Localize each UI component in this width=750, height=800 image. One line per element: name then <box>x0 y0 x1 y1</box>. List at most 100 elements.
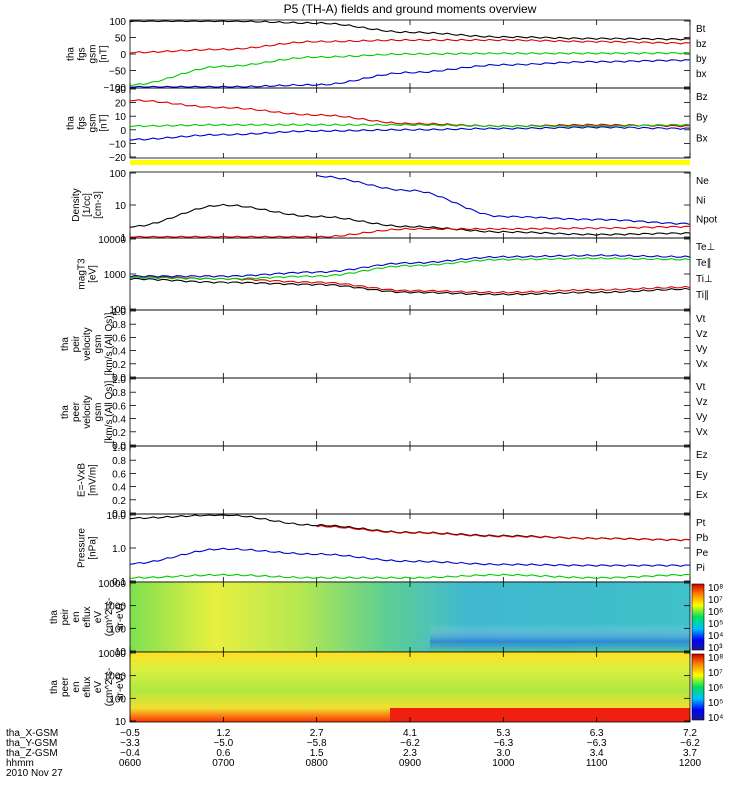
y-tick-label: 0 <box>120 126 126 137</box>
y-tick-label: 10 <box>115 717 127 728</box>
y-axis-label: tha <box>66 116 77 130</box>
y-tick-label: 10000 <box>98 649 126 660</box>
y-tick-label: 0.2 <box>112 360 126 371</box>
y-tick-label: 1.0 <box>112 375 126 386</box>
footer-value: −6.3 <box>493 738 513 749</box>
temperature-panel <box>129 237 691 311</box>
y-tick-label: 0.0 <box>112 509 126 520</box>
series-Ti∥ <box>129 257 691 281</box>
footer-value: −5.8 <box>307 738 327 749</box>
footer-value: 6.3 <box>590 728 604 739</box>
y-axis-label: magT3 <box>77 258 88 290</box>
y-tick-label: 10000 <box>98 235 126 246</box>
colorbar-tick-label: 10⁵ <box>708 698 723 709</box>
series-bz <box>129 38 691 54</box>
series-bx <box>130 59 691 88</box>
y-axis-label: sr-eV) <box>115 673 126 700</box>
y-tick-label: 1.0 <box>112 443 126 454</box>
footer-value: 3.7 <box>683 748 697 759</box>
y-axis-label: [mV/m] <box>88 464 99 496</box>
footer-label: tha_X-GSM <box>6 728 58 739</box>
colorbar-tick-label: 10³ <box>708 643 723 654</box>
series-Bt <box>129 20 691 41</box>
y-tick-label: 1.0 <box>112 544 126 555</box>
fgs-gsm-zoom-panel <box>129 87 691 159</box>
y-tick-label: 100 <box>109 169 126 180</box>
legend-Vy: Vy <box>696 344 707 355</box>
y-tick-label: 0.4 <box>112 483 126 494</box>
y-axis-label: [nPa] <box>88 536 99 560</box>
series-Pb <box>316 525 691 542</box>
spectrogram-shade <box>430 582 690 652</box>
y-axis-label: eflux <box>82 606 93 627</box>
y-tick-label: 1000 <box>104 270 127 281</box>
y-tick-label: 0 <box>120 50 126 61</box>
pressure-panel <box>129 513 691 583</box>
y-tick-label: 10 <box>115 201 127 212</box>
legend-Pi: Pi <box>696 563 705 574</box>
footer-label: tha_Y-GSM <box>6 738 57 749</box>
peer-efflux-colorbar <box>691 653 705 721</box>
y-tick-label: 10 <box>115 647 127 658</box>
y-tick-label: 0.1 <box>112 577 126 588</box>
footer-value: −6.2 <box>400 738 420 749</box>
legend-Ti∥: Ti∥ <box>696 290 709 301</box>
legend-Vz: Vz <box>696 397 708 408</box>
series-Ni <box>129 203 691 236</box>
y-axis-label: tha <box>66 47 77 61</box>
footer-label: hhmm <box>6 758 34 769</box>
y-axis-label: peir <box>60 608 71 625</box>
footer-value: 0.6 <box>216 748 230 759</box>
footer-value: −0.4 <box>120 748 140 759</box>
y-tick-label: 30 <box>115 85 127 96</box>
series-by <box>129 52 691 87</box>
footer-label: tha_Z-GSM <box>6 748 58 759</box>
series-Ne <box>130 225 691 238</box>
y-axis-label: tha <box>49 610 60 624</box>
y-tick-label: −10 <box>109 139 126 150</box>
y-axis-label: Density <box>71 188 82 221</box>
legend-Vt: Vt <box>696 382 706 393</box>
series-Te⊥ <box>129 275 691 294</box>
y-tick-label: 1000 <box>104 672 127 683</box>
y-axis-label: peir <box>71 335 82 352</box>
footer-value: 3.0 <box>496 748 510 759</box>
footer-value: 1200 <box>679 758 702 769</box>
y-axis-label: peer <box>60 676 71 697</box>
footer-value: 7.2 <box>683 728 697 739</box>
footer-value: −6.3 <box>587 738 607 749</box>
footer-value: 1.2 <box>216 728 230 739</box>
y-tick-label: 0.8 <box>112 456 126 467</box>
footer-value: 1000 <box>492 758 515 769</box>
y-axis-label: tha <box>60 337 71 351</box>
colorbar-tick-label: 10⁷ <box>708 595 723 606</box>
legend-Pt: Pt <box>696 518 706 529</box>
y-tick-label: 0.2 <box>112 496 126 507</box>
y-axis-label: [nT] <box>99 114 110 131</box>
y-tick-label: 1.0 <box>112 307 126 318</box>
y-axis-label: fgs <box>77 116 88 129</box>
footer-value: 1.5 <box>310 748 324 759</box>
legend-Vt: Vt <box>696 314 706 325</box>
y-axis-label: en <box>71 611 82 622</box>
y-axis-label: Pressure <box>77 528 88 568</box>
y-tick-label: 0.0 <box>112 441 126 452</box>
y-tick-label: 10000 <box>98 579 126 590</box>
footer-value: 4.1 <box>403 728 417 739</box>
y-axis-label: gsm <box>93 335 104 354</box>
y-axis-label: [km/s (All Qs)] <box>104 380 115 443</box>
legend-Ey: Ey <box>696 470 708 481</box>
legend-Bt: Bt <box>696 24 706 35</box>
legend-Ti⊥: Ti⊥ <box>696 274 713 285</box>
y-tick-label: 100 <box>109 305 126 316</box>
colorbar-tick-label: 10⁸ <box>708 583 723 594</box>
y-axis-label: gsm <box>93 403 104 422</box>
y-axis-label: [eV] <box>88 265 99 283</box>
y-axis-label: [cm-3] <box>93 191 104 219</box>
y-axis-label: [km/s (All Qs)] <box>104 312 115 375</box>
y-axis-label: en <box>71 681 82 692</box>
y-axis-label: velocity <box>82 395 93 428</box>
footer-value: 3.4 <box>590 748 604 759</box>
legend-Ne: Ne <box>696 176 709 187</box>
legend-bz: bz <box>696 39 707 50</box>
